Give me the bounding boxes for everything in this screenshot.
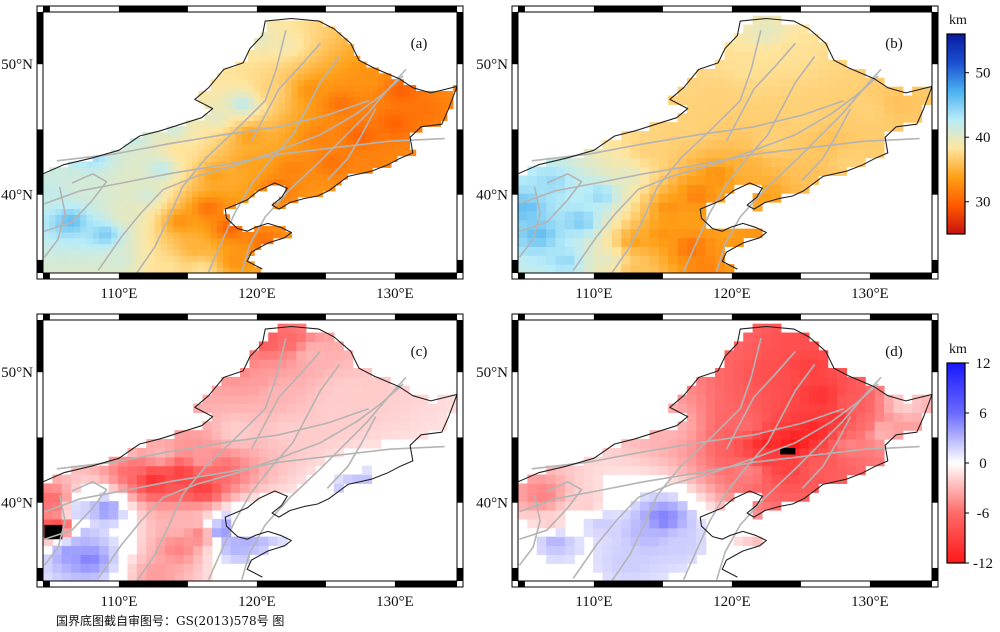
map-frame	[36, 313, 464, 588]
lon-tick-label: 130°E	[851, 594, 889, 610]
map-panel-c: 110°E 120°E 130°E 50°N 40°N (c)	[1, 313, 464, 610]
fault-line	[682, 55, 816, 273]
panel-label-a: (a)	[411, 36, 428, 52]
fault-line	[250, 42, 322, 142]
raster-b	[518, 15, 932, 273]
lat-tick-label: 40°N	[1, 188, 33, 204]
colorbar-tick-label: -6	[977, 506, 990, 522]
map-frame	[511, 5, 939, 280]
lon-tick-label: 120°E	[713, 594, 751, 610]
fault-line	[43, 186, 66, 258]
fault-line	[97, 75, 404, 271]
lon-tick-label: 130°E	[851, 286, 889, 302]
fault-line	[715, 68, 882, 272]
panel-label-b: (b)	[885, 36, 903, 52]
colorbar-tick-label: 30	[976, 195, 991, 211]
boundary-line	[518, 17, 932, 270]
lon-tick-label: 130°E	[376, 286, 414, 302]
fault-line	[531, 99, 844, 162]
lon-tick-label: 130°E	[376, 594, 414, 610]
fault-line	[207, 363, 341, 581]
lat-tick-label: 50°N	[1, 57, 33, 73]
lon-tick-label: 120°E	[713, 286, 751, 302]
fault-line	[97, 383, 404, 579]
colorbar-unit: km	[949, 13, 967, 28]
lon-tick-label: 110°E	[100, 594, 137, 610]
fault-line	[725, 42, 797, 142]
fault-line	[611, 30, 762, 273]
lat-tick-label: 40°N	[476, 496, 508, 512]
lat-tick-label: 40°N	[476, 188, 508, 204]
fault-line	[518, 494, 541, 566]
raster-d	[518, 323, 932, 581]
fault-line	[725, 350, 797, 450]
fault-line	[240, 376, 407, 580]
fault-line	[250, 350, 322, 450]
boundary-line	[43, 17, 457, 270]
map-frame	[36, 5, 464, 280]
fault-line	[801, 108, 852, 181]
map-panel-d: 110°E 120°E 130°E 50°N 40°N (d)	[476, 313, 939, 610]
fault-line	[611, 338, 762, 581]
saturated-cell	[44, 524, 63, 540]
colorbar-tick-label: 40	[976, 130, 991, 146]
fault-line	[43, 494, 66, 566]
fault-line	[531, 407, 844, 470]
lon-tick-label: 110°E	[575, 594, 612, 610]
lat-tick-label: 50°N	[476, 365, 508, 381]
fault-line	[801, 416, 852, 489]
fault-line	[56, 99, 369, 162]
colorbar-unit: km	[949, 342, 967, 357]
lon-tick-label: 120°E	[238, 594, 276, 610]
boundary-line	[43, 325, 457, 578]
fault-line	[56, 407, 369, 470]
lon-tick-label: 110°E	[575, 286, 612, 302]
colorbar-crustal-thickness: km 50 40 30	[946, 13, 991, 235]
colorbar-tick-label: 6	[979, 406, 987, 422]
colorbar-tick-label: 50	[976, 66, 991, 82]
fault-line	[136, 338, 287, 581]
fault-line	[240, 68, 407, 272]
fault-line	[44, 445, 445, 513]
saturated-cell	[780, 447, 796, 455]
fault-line	[207, 55, 341, 273]
lat-tick-label: 50°N	[476, 57, 508, 73]
lon-tick-label: 110°E	[100, 286, 137, 302]
colorbar-tick-label: 12	[976, 356, 991, 372]
fault-line	[518, 186, 541, 258]
map-approval-credit: 国界底图截自审图号：GS(2013)578号 图	[56, 614, 285, 628]
map-frame	[511, 313, 939, 588]
fault-line	[519, 481, 583, 540]
panel-label-d: (d)	[885, 344, 903, 360]
fault-line	[682, 363, 816, 581]
fault-line	[519, 445, 920, 513]
fault-line	[715, 376, 882, 580]
colorbar-tick-label: -12	[973, 556, 993, 572]
lat-tick-label: 40°N	[1, 496, 33, 512]
boundary-line	[518, 325, 932, 578]
raster-a	[43, 20, 457, 273]
raster-c	[43, 323, 457, 581]
map-panel-b: 110°E 120°E 130°E 50°N 40°N (b)	[476, 5, 939, 302]
fault-line	[572, 75, 879, 271]
panel-label-c: (c)	[411, 344, 428, 360]
lat-tick-label: 50°N	[1, 365, 33, 381]
fault-line	[44, 137, 445, 205]
colorbar-tick-label: 0	[979, 456, 987, 472]
fault-line	[326, 108, 377, 181]
fault-line	[44, 173, 108, 232]
fault-line	[519, 137, 920, 205]
map-panel-a: 110°E 120°E 130°E 50°N 40°N (a)	[1, 5, 464, 302]
fault-line	[572, 383, 879, 579]
fault-line	[44, 481, 108, 540]
fault-line	[326, 416, 377, 489]
colorbar-difference: km 12 6 0 -6 -12	[946, 342, 993, 572]
lon-tick-label: 120°E	[238, 286, 276, 302]
fault-line	[519, 173, 583, 232]
fault-line	[136, 30, 287, 273]
